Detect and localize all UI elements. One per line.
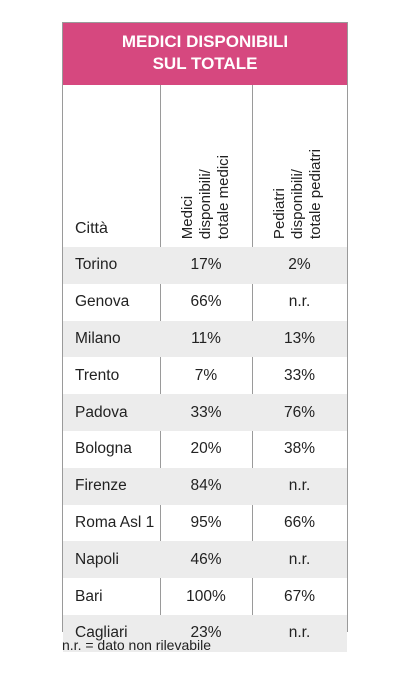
cell-pediatricians: n.r.: [288, 550, 311, 568]
cell-pediatricians: 67%: [283, 587, 316, 605]
cell-doctors: 11%: [191, 329, 221, 347]
cell-city: Roma Asl 1: [75, 513, 155, 531]
cell-pediatricians: 2%: [288, 256, 311, 274]
table-row: Padova 33% 76%: [63, 394, 347, 431]
cell-doctors: 84%: [190, 477, 222, 495]
header-city: Città: [75, 220, 108, 237]
cell-pediatricians: n.r.: [288, 293, 311, 311]
cell-doctors: 7%: [194, 366, 218, 384]
cell-pediatricians: n.r.: [288, 624, 311, 642]
cell-pediatricians: 13%: [283, 329, 316, 347]
header-doctors-cell: Medici disponibili/ totale medici: [161, 99, 251, 239]
cell-pediatricians: 38%: [283, 440, 316, 458]
cell-doctors: 23%: [190, 624, 222, 642]
title-line-2: SUL TOTALE: [152, 54, 258, 73]
table-row: Roma Asl 1 95% 66%: [63, 505, 347, 542]
table-header: Città: [63, 85, 347, 245]
table-row: Torino 17% 2%: [63, 247, 347, 284]
table-row: Firenze 84% n.r.: [63, 467, 347, 505]
table-row: Cagliari 23% n.r.: [63, 614, 347, 652]
cell-city: Bologna: [75, 440, 132, 458]
cell-city: Bari: [75, 587, 103, 605]
footnote: n.r. = dato non rilevabile: [62, 637, 212, 653]
cell-city: Firenze: [75, 477, 127, 495]
cell-pediatricians: n.r.: [288, 477, 311, 495]
cell-city: Milano: [75, 329, 121, 347]
table-row: Genova 66% n.r.: [63, 284, 347, 321]
cell-doctors: 46%: [190, 550, 222, 568]
cell-city: Napoli: [75, 550, 119, 568]
cell-pediatricians: 76%: [283, 403, 316, 421]
header-pediatricians: Pediatri disponibili/ totale pediatri: [271, 148, 324, 239]
table-row: Bologna 20% 38%: [63, 431, 347, 468]
cell-doctors: 100%: [186, 587, 226, 605]
table-row: Bari 100% 67%: [63, 578, 347, 615]
cell-city: Padova: [75, 403, 128, 421]
cell-doctors: 17%: [190, 256, 222, 274]
cell-doctors: 95%: [190, 513, 222, 531]
table-row: Milano 11% 13%: [63, 320, 347, 358]
header-pediatricians-cell: Pediatri disponibili/ totale pediatri: [253, 99, 343, 239]
table-title: MEDICI DISPONIBILI SUL TOTALE: [63, 23, 347, 85]
table-row: Napoli 46% n.r.: [63, 541, 347, 579]
cell-doctors: 66%: [190, 293, 222, 311]
cell-city: Genova: [75, 293, 130, 311]
cell-pediatricians: 33%: [283, 366, 316, 384]
cell-city: Torino: [75, 256, 118, 274]
table-frame: MEDICI DISPONIBILI SUL TOTALE Città Medi…: [62, 22, 348, 652]
cell-doctors: 20%: [190, 440, 222, 458]
column-divider-1: [160, 85, 161, 631]
column-divider-2: [252, 85, 253, 631]
title-line-1: MEDICI DISPONIBILI: [121, 32, 289, 51]
cell-city: Cagliari: [75, 624, 128, 642]
cell-city: Trento: [75, 366, 120, 384]
cell-doctors: 33%: [190, 403, 222, 421]
cell-pediatricians: 66%: [283, 513, 316, 531]
header-doctors: Medici disponibili/ totale medici: [179, 154, 232, 239]
table-body: Torino 17% 2% Genova 66% n.r. Milano 11% 13% Tren…: [63, 247, 347, 652]
table-row: Trento 7% 33%: [63, 357, 347, 394]
